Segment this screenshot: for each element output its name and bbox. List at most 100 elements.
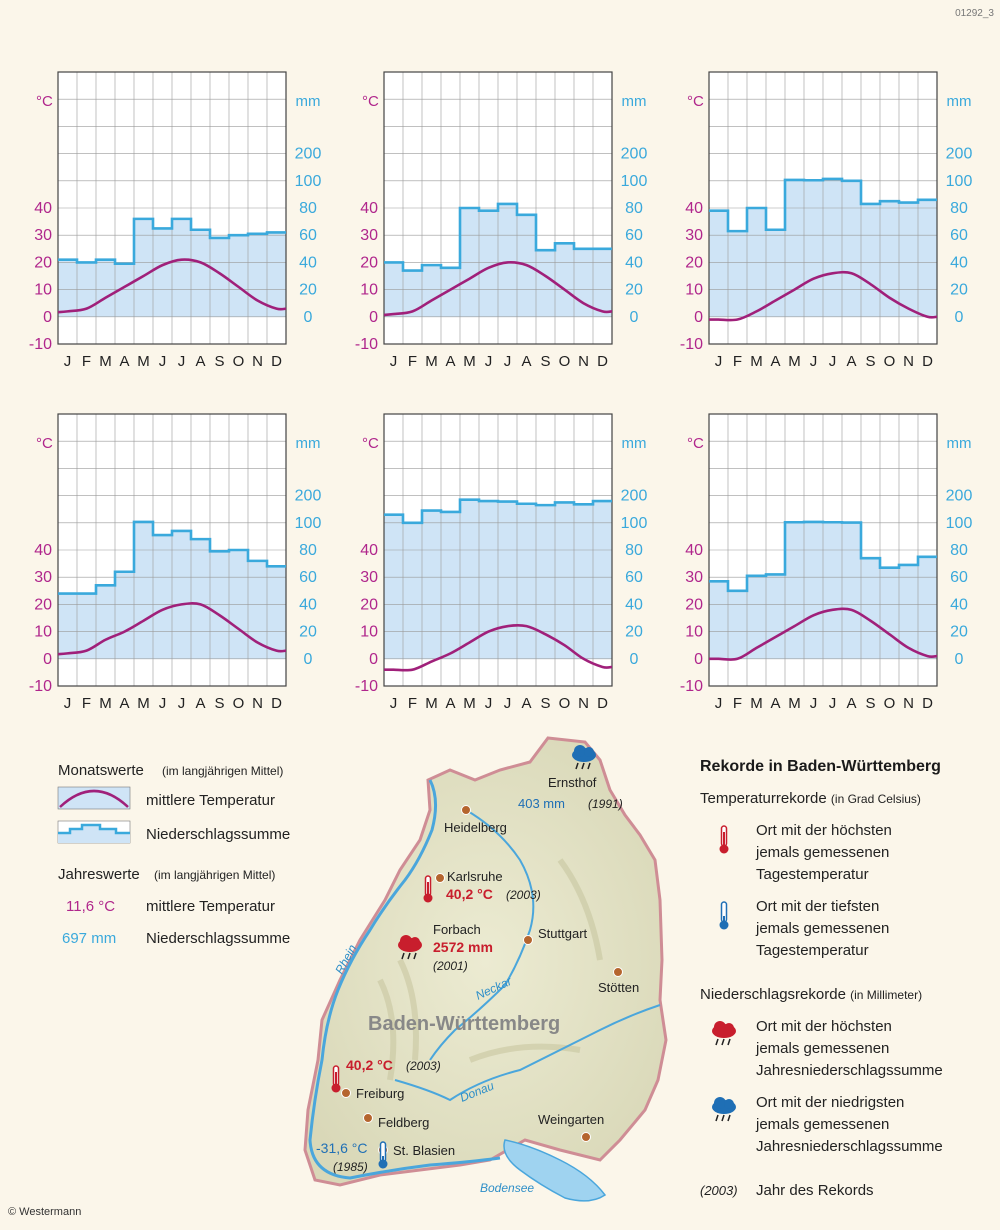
month-label: J: [810, 695, 818, 712]
temp-tick-label: 10: [34, 624, 52, 641]
month-label: D: [597, 353, 608, 370]
temp-tick-label: 30: [34, 227, 52, 244]
month-label: D: [922, 695, 933, 712]
temp-tick-label: 20: [360, 596, 378, 613]
precip-tick-label: 80: [625, 542, 643, 559]
city-dot-heidelberg: [461, 805, 471, 815]
temp-records-title: Temperaturrekorde (in Grad Celsius): [700, 790, 921, 807]
precip-tick-label: 60: [950, 569, 968, 586]
precip-tick-label: 40: [299, 254, 317, 271]
temp-tick-label: 20: [685, 254, 703, 271]
record-stblasien-value: -31,6 °C: [316, 1140, 368, 1156]
city-dot-weingarten: [581, 1132, 591, 1142]
month-label: S: [540, 695, 550, 712]
plot-frame: [708, 413, 938, 687]
thermometer-low-icon: [378, 1141, 388, 1169]
month-label: D: [271, 695, 282, 712]
precip-tick-label: 100: [295, 173, 322, 190]
record-stblasien-year: (1985): [333, 1160, 368, 1174]
temp-tick-label: -10: [680, 678, 703, 695]
month-label: J: [829, 353, 837, 370]
temp-tick-label: 40: [685, 200, 703, 217]
precip-tick-label: 60: [950, 227, 968, 244]
legend-annual-precip-example: 697 mm: [62, 930, 116, 947]
precip-high-line-1: Ort mit der höchsten: [756, 1018, 892, 1035]
temp-tick-label: -10: [29, 336, 52, 353]
plot-frame: [708, 71, 938, 345]
month-label: J: [485, 695, 493, 712]
precip-low-line-2: jemals gemessenen: [756, 1116, 890, 1133]
climate-chart-stötten: [708, 71, 938, 345]
month-label: J: [64, 353, 72, 370]
month-label: J: [178, 695, 186, 712]
month-label: J: [715, 353, 723, 370]
month-label: S: [865, 695, 875, 712]
precip-tick-label: 20: [299, 282, 317, 299]
record-forbach-value: 2572 mm: [433, 939, 493, 955]
precip-unit: mm: [622, 93, 647, 110]
legend-annual-temp-label: mittlere Temperatur: [146, 898, 275, 915]
precip-tick-label: 60: [299, 227, 317, 244]
month-label: O: [884, 695, 896, 712]
temperature-line: [57, 258, 287, 314]
precipitation-line: [384, 498, 612, 525]
temp-unit: °C: [687, 93, 704, 110]
month-label: M: [425, 353, 438, 370]
temp-low-line-3: Tagestemperatur: [756, 942, 869, 959]
precip-tick-label: 80: [950, 542, 968, 559]
precip-tick-label: 20: [950, 282, 968, 299]
precip-records-title: Niederschlagsrekorde (in Millimeter): [700, 986, 923, 1003]
year-example: (2003): [700, 1183, 738, 1198]
temp-tick-label: 30: [360, 227, 378, 244]
temp-tick-label: -10: [355, 678, 378, 695]
climate-chart-feldberg: [383, 413, 613, 687]
precip-tick-label: 200: [621, 146, 648, 163]
month-label: D: [597, 695, 608, 712]
lake-bodensee: [503, 1139, 607, 1202]
month-label: D: [922, 353, 933, 370]
temp-tick-label: 20: [685, 596, 703, 613]
thermometer-high-icon: [331, 1065, 341, 1093]
month-label: A: [770, 353, 780, 370]
temp-tick-label: -10: [355, 336, 378, 353]
temp-tick-label: 20: [34, 596, 52, 613]
precip-low-line-1: Ort mit der niedrigsten: [756, 1094, 905, 1111]
temp-high-line-1: Ort mit der höchsten: [756, 822, 892, 839]
month-label: N: [578, 353, 589, 370]
temp-tick-label: 40: [360, 542, 378, 559]
temp-tick-label: 10: [34, 282, 52, 299]
precip-tick-label: 60: [299, 569, 317, 586]
record-karlsruhe-value: 40,2 °C: [446, 886, 493, 902]
climate-chart-freiburg: [57, 413, 287, 687]
precip-tick-label: 200: [621, 488, 648, 505]
month-label: A: [195, 695, 205, 712]
precip-high-line-3: Jahresniederschlagssumme: [756, 1062, 943, 1079]
precip-tick-label: 0: [304, 309, 313, 326]
rain-cloud-low-icon: [712, 1097, 736, 1122]
climate-chart-weingarten: [708, 413, 938, 687]
month-label: A: [195, 353, 205, 370]
precip-unit: mm: [947, 93, 972, 110]
precipitation-line: [384, 202, 612, 272]
month-label: O: [884, 353, 896, 370]
temp-low-line-1: Ort mit der tiefsten: [756, 898, 880, 915]
temp-tick-label: 0: [43, 651, 52, 668]
precip-tick-label: 200: [295, 488, 322, 505]
legend-annual-temp-example: 11,6 °C: [66, 898, 115, 915]
precip-tick-label: 200: [946, 488, 973, 505]
climate-chart-heidelberg: [57, 71, 287, 345]
plot-frame: [57, 71, 287, 345]
river-neckar: [429, 809, 535, 1061]
precipitation-line: [709, 177, 937, 233]
month-label: J: [829, 695, 837, 712]
month-label: M: [788, 353, 801, 370]
thermometer-high-icon: [423, 875, 433, 903]
temp-tick-label: 0: [369, 309, 378, 326]
month-label: J: [390, 353, 398, 370]
temp-unit: °C: [362, 93, 379, 110]
precip-tick-label: 0: [630, 651, 639, 668]
precip-tick-label: 100: [946, 173, 973, 190]
legend-temp-swatch: [57, 786, 131, 810]
legend-precip-label: Niederschlagssumme: [146, 826, 290, 843]
precip-tick-label: 0: [630, 309, 639, 326]
